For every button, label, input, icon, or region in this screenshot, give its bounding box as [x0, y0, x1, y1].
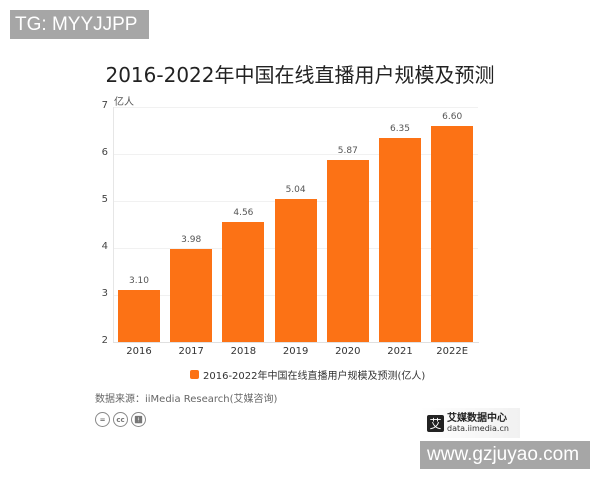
bar-2021 — [379, 137, 421, 342]
value-label: 3.10 — [128, 276, 150, 287]
y-tick-label: 3 — [101, 288, 108, 299]
x-tick-label: 2022E — [436, 346, 469, 357]
y-tick-label: 6 — [101, 147, 108, 158]
attribution-icon: 🚹︎ — [131, 412, 146, 427]
watermark-top: TG: MYYJJPP — [10, 10, 149, 39]
no-derivatives-icon: = — [95, 412, 110, 427]
iimedia-logo: 艾 艾媒数据中心 data.iimedia.cn — [420, 408, 520, 438]
x-tick-label: 2017 — [178, 346, 204, 357]
bar-2017 — [170, 248, 213, 342]
value-label: 6.60 — [442, 111, 463, 122]
legend-swatch — [190, 370, 199, 379]
x-axis-line — [113, 342, 479, 343]
bar-2018 — [222, 221, 265, 342]
value-label: 4.56 — [233, 207, 254, 218]
bar-2022E — [431, 125, 474, 342]
gridline — [114, 154, 478, 155]
y-tick-label: 2 — [101, 335, 108, 346]
source-note: 数据来源：iiMedia Research(艾媒咨询) — [95, 394, 278, 405]
x-tick-label: 2020 — [335, 346, 361, 357]
logo-name: 艾媒数据中心 — [447, 412, 507, 424]
x-tick-label: 2021 — [387, 346, 413, 357]
value-label: 3.98 — [181, 234, 202, 245]
watermark-bottom: www.gzjuyao.com — [420, 441, 590, 469]
y-axis-unit: 亿人 — [114, 97, 134, 108]
bar-2019 — [274, 199, 317, 342]
x-tick-label: 2016 — [126, 346, 152, 357]
y-axis-line — [113, 107, 114, 343]
value-label: 5.04 — [285, 185, 306, 196]
legend-label: 2016-2022年中国在线直播用户规模及预测(亿人) — [203, 371, 426, 382]
license-icons: = cc 🚹︎ — [95, 412, 146, 427]
bar-2016 — [118, 290, 160, 342]
x-tick-label: 2019 — [282, 346, 309, 357]
value-label: 5.87 — [337, 146, 358, 157]
logo-mark-icon: 艾 — [427, 414, 444, 432]
y-tick-label: 5 — [101, 194, 108, 205]
bar-2020 — [326, 160, 369, 342]
logo-url: data.iimedia.cn — [447, 423, 509, 433]
y-tick-label: 7 — [101, 100, 108, 111]
x-tick-label: 2018 — [230, 346, 257, 357]
y-tick-label: 4 — [101, 241, 108, 252]
creative-commons-icon: cc — [113, 412, 128, 427]
legend: 2016-2022年中国在线直播用户规模及预测(亿人) — [190, 367, 425, 382]
chart-title: 2016-2022年中国在线直播用户规模及预测 — [105, 63, 495, 87]
gridline — [114, 107, 478, 108]
value-label: 6.35 — [389, 123, 411, 134]
